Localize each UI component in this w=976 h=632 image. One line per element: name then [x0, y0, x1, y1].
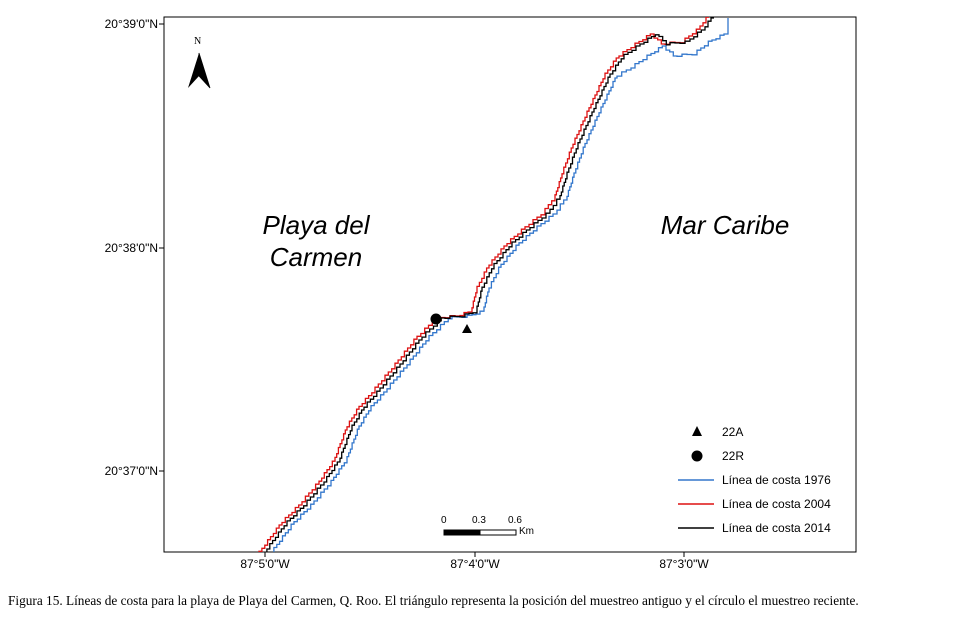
scale-tick-06: 0.6 — [508, 515, 522, 526]
sample-22r-circle — [430, 313, 442, 325]
north-arrow-icon — [188, 52, 211, 89]
legend-label-2004: Línea de costa 2004 — [722, 497, 831, 511]
scale-tick-0: 0 — [441, 515, 447, 526]
coastline-1976 — [273, 18, 729, 552]
legend-label-2014: Línea de costa 2014 — [722, 521, 831, 535]
lon-label-4: 87°4'0"W — [450, 557, 500, 571]
scale-unit: Km — [519, 526, 534, 537]
place-label-land-line2: Carmen — [269, 242, 363, 272]
legend-label-1976: Línea de costa 1976 — [722, 473, 831, 487]
scale-tick-03: 0.3 — [472, 515, 486, 526]
place-label-land: Playa del Carmen — [236, 209, 396, 273]
legend-label-22r: 22R — [722, 449, 745, 463]
sample-22a-triangle — [462, 324, 472, 333]
figure-caption: Figura 15. Líneas de costa para la playa… — [8, 593, 859, 608]
lat-label-38: 20°38'0"N — [104, 241, 158, 255]
scale-bar — [443, 529, 517, 536]
lat-label-39: 20°39'0"N — [104, 17, 158, 31]
place-label-land-line1: Playa del — [262, 210, 370, 240]
map-border — [163, 16, 857, 553]
lat-label-37: 20°37'0"N — [104, 464, 158, 478]
legend-label-22a: 22A — [722, 425, 744, 439]
axis-ticks — [159, 23, 685, 557]
legend-triangle-icon — [692, 426, 702, 436]
place-label-sea: Mar Caribe — [660, 210, 790, 240]
coastline-2014 — [263, 17, 714, 552]
coastline-2004 — [258, 17, 709, 552]
legend-symbols — [678, 426, 714, 529]
north-arrow-label: N — [194, 36, 202, 47]
legend-circle-icon — [691, 450, 703, 462]
lon-label-3: 87°3'0"W — [659, 557, 709, 571]
lon-label-5: 87°5'0"W — [240, 557, 290, 571]
